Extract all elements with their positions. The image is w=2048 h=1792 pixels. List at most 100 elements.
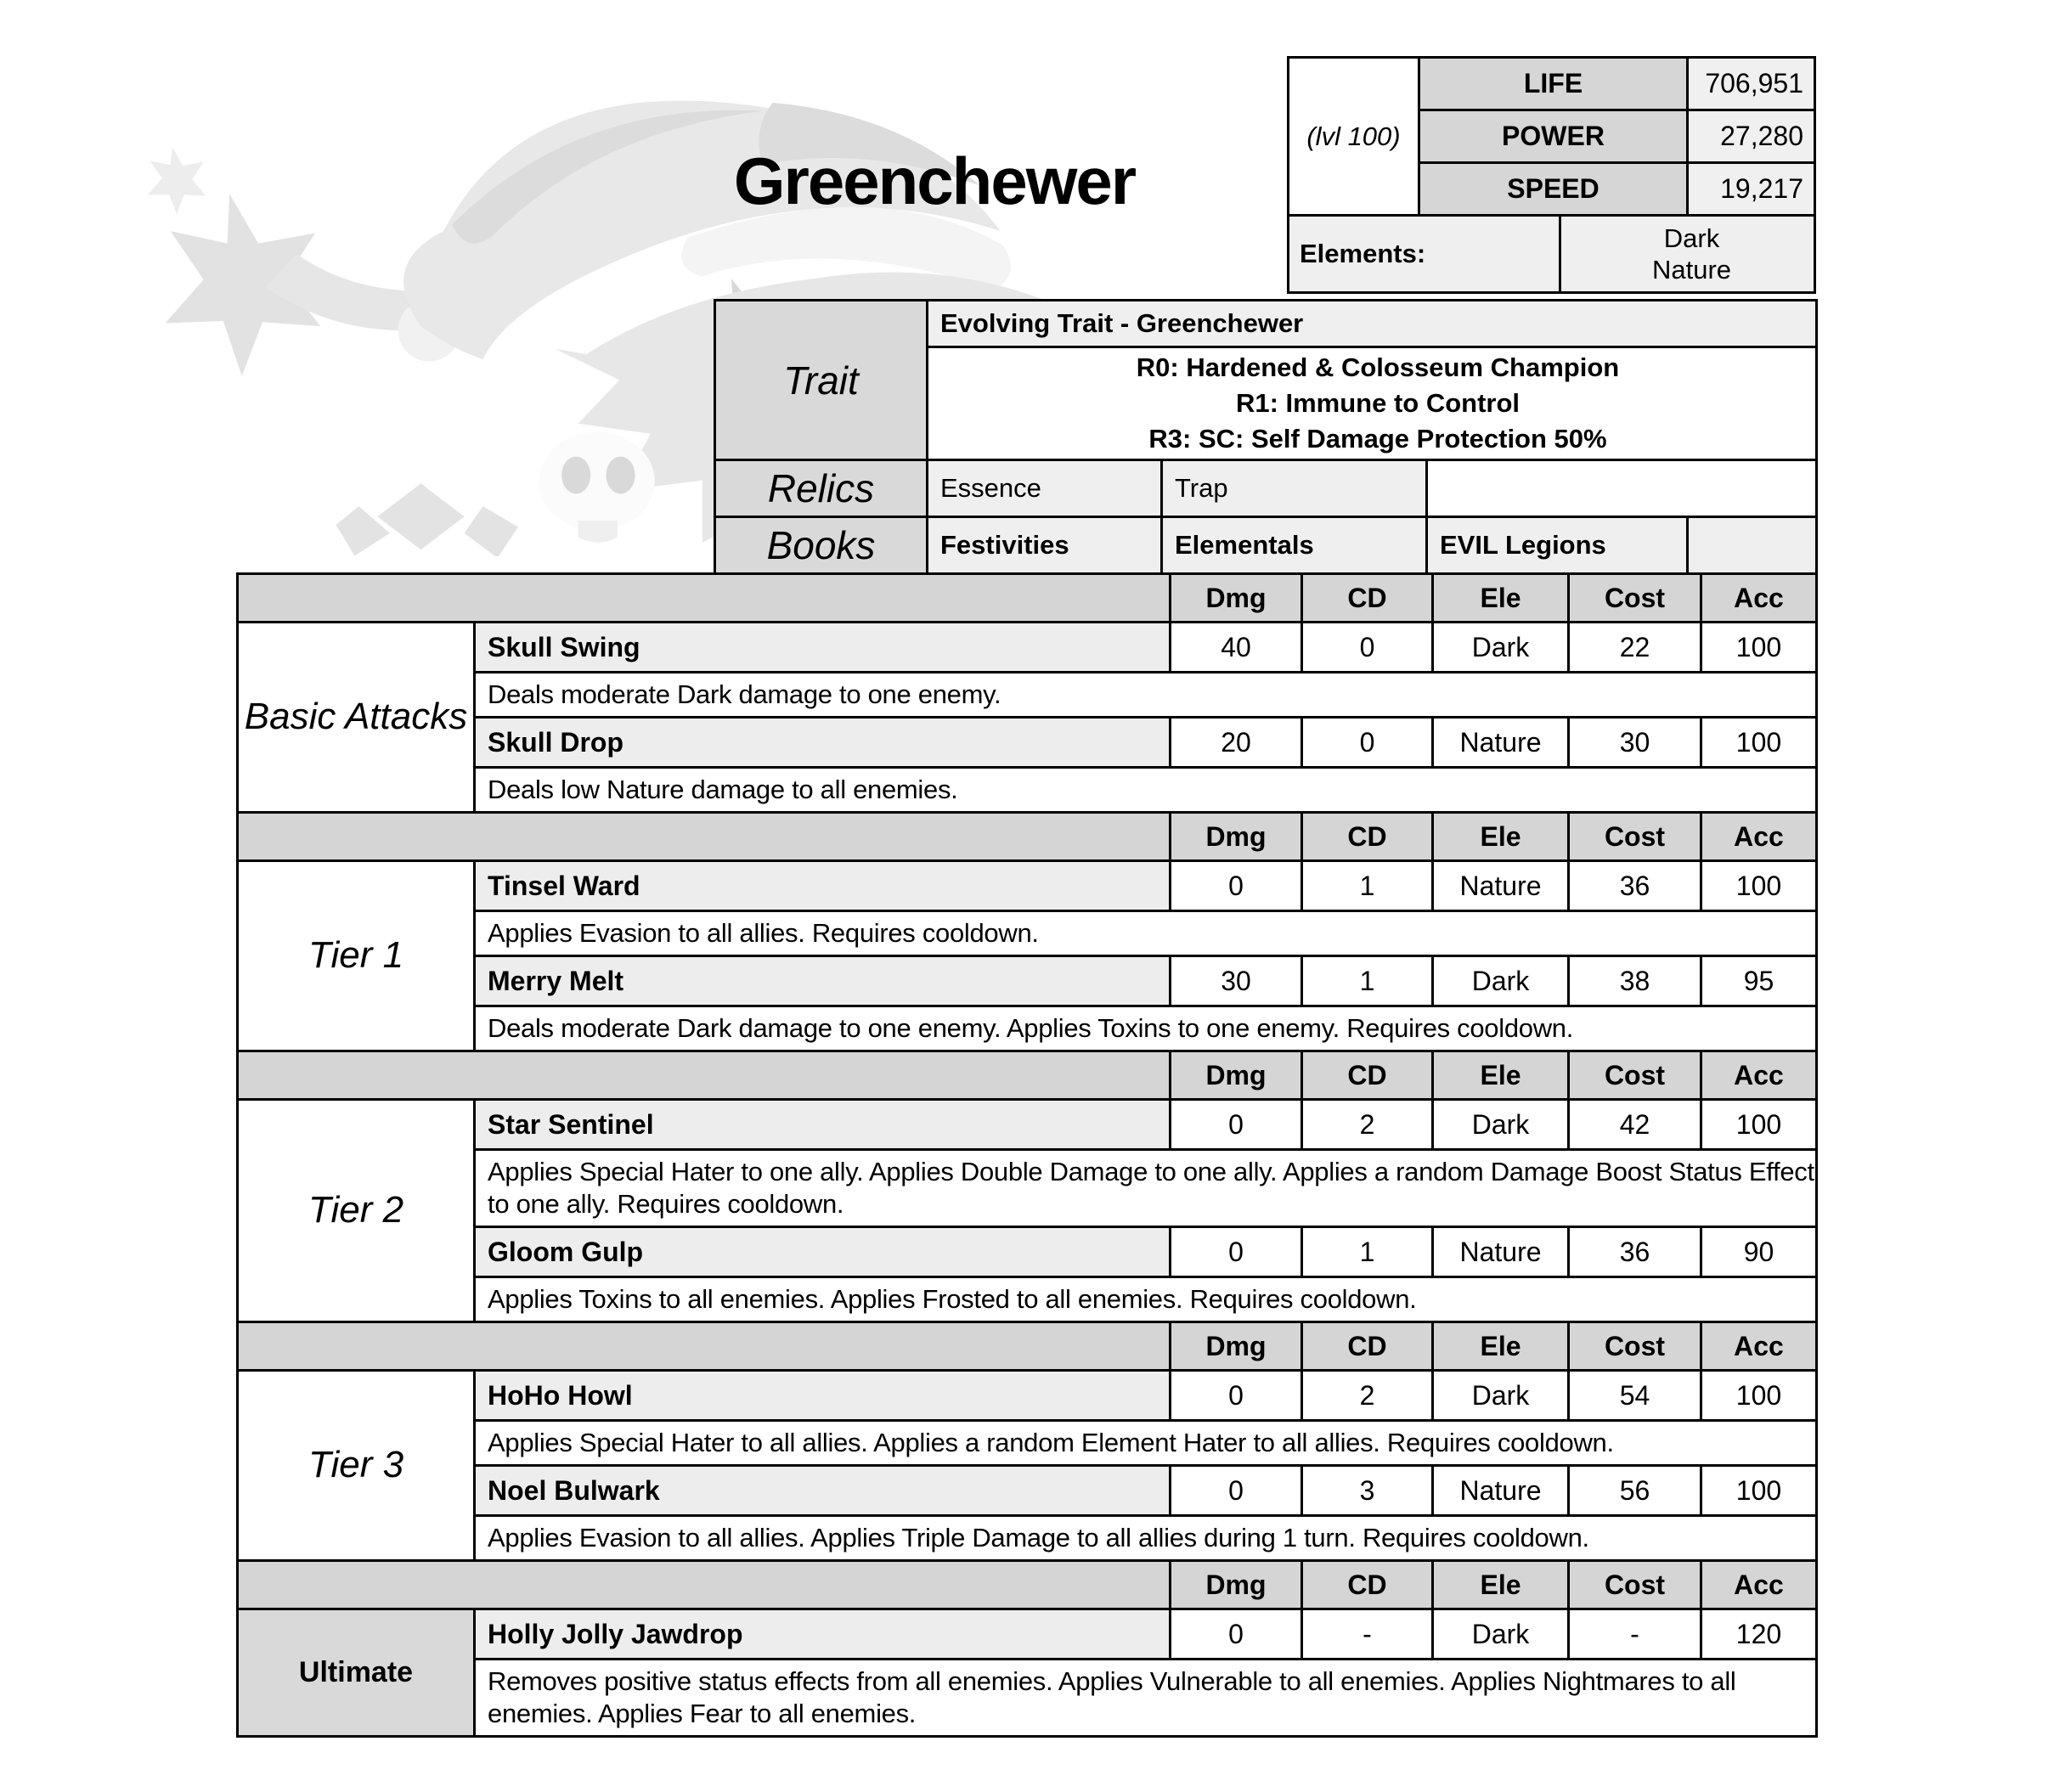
star-icon bbox=[165, 194, 321, 376]
skill-name: Star Sentinel bbox=[476, 1101, 1169, 1148]
skill-dmg: 30 bbox=[1171, 957, 1300, 1005]
skill-dmg: 20 bbox=[1171, 718, 1300, 766]
skill-cd: 0 bbox=[1303, 623, 1431, 671]
column-header-cd: CD bbox=[1303, 1323, 1431, 1369]
section-label-tier-1: Tier 1 bbox=[239, 862, 473, 1050]
elements-label: Elements: bbox=[1289, 217, 1559, 291]
skill-cd: 1 bbox=[1303, 957, 1431, 1005]
column-header-cd: CD bbox=[1303, 575, 1431, 621]
trait-title: Evolving Trait - Greenchewer bbox=[928, 301, 1815, 346]
column-header-cd: CD bbox=[1303, 1052, 1431, 1098]
skill-description: Removes positive status effects from all… bbox=[476, 1660, 1815, 1735]
book-item: Festivities bbox=[928, 518, 1160, 572]
column-header-cd: CD bbox=[1303, 1562, 1431, 1608]
skill-dmg: 0 bbox=[1171, 1372, 1300, 1419]
skill-description: Applies Toxins to all enemies. Applies F… bbox=[476, 1278, 1815, 1321]
skill-cost: 56 bbox=[1570, 1467, 1700, 1514]
column-header-acc: Acc bbox=[1702, 1052, 1815, 1098]
sparkle-icon bbox=[147, 147, 206, 215]
relics-row: Relics Essence Trap bbox=[714, 459, 1818, 518]
skill-ele: Nature bbox=[1434, 1228, 1567, 1276]
column-header-cost: Cost bbox=[1570, 1052, 1700, 1098]
book-item: EVIL Legions bbox=[1428, 518, 1686, 572]
trait-rank-line: R0: Hardened & Colosseum Champion bbox=[1136, 352, 1620, 382]
skill-cost: - bbox=[1570, 1610, 1700, 1658]
column-header-ele: Ele bbox=[1434, 1562, 1567, 1608]
skill-cost: 36 bbox=[1570, 1228, 1700, 1276]
trait-rank-line: R1: Immune to Control bbox=[1235, 388, 1520, 418]
section-label-basic-attacks: Basic Attacks bbox=[239, 623, 473, 811]
column-header-ele: Ele bbox=[1434, 1323, 1567, 1369]
skill-dmg: 0 bbox=[1171, 862, 1300, 910]
level-note: (lvl 100) bbox=[1289, 59, 1418, 214]
skill-name: HoHo Howl bbox=[476, 1372, 1169, 1419]
column-header-cost: Cost bbox=[1570, 814, 1700, 859]
column-header-ele: Ele bbox=[1434, 814, 1567, 859]
skill-name: Gloom Gulp bbox=[476, 1228, 1169, 1276]
skill-acc: 100 bbox=[1702, 1372, 1815, 1419]
column-header-acc: Acc bbox=[1702, 1562, 1815, 1608]
skill-name: Skull Swing bbox=[476, 623, 1169, 671]
column-header-ele: Ele bbox=[1434, 1052, 1567, 1098]
header-spacer bbox=[239, 814, 1169, 859]
skill-acc: 120 bbox=[1702, 1610, 1815, 1658]
skill-acc: 100 bbox=[1702, 1467, 1815, 1514]
elements-row: Elements: Dark Nature bbox=[1287, 214, 1816, 294]
page-title: Greenchewer bbox=[733, 144, 1137, 218]
skill-description: Applies Evasion to all allies. Requires … bbox=[476, 912, 1815, 955]
stats-table: (lvl 100) LIFE 706,951 POWER 27,280 SPEE… bbox=[1287, 56, 1816, 217]
relic-item: Trap bbox=[1163, 461, 1425, 516]
skill-dmg: 0 bbox=[1171, 1101, 1300, 1148]
stat-value-speed: 19,217 bbox=[1689, 164, 1814, 214]
skill-cd: 2 bbox=[1303, 1101, 1431, 1148]
skill-ele: Nature bbox=[1434, 718, 1567, 766]
skill-cost: 38 bbox=[1570, 957, 1700, 1005]
books-row: Books Festivities Elementals EVIL Legion… bbox=[714, 516, 1818, 575]
skill-description: Deals moderate Dark damage to one enemy.… bbox=[476, 1007, 1815, 1050]
skill-acc: 90 bbox=[1702, 1228, 1815, 1276]
trait-block: Trait Evolving Trait - Greenchewer R0: H… bbox=[714, 299, 1818, 461]
column-header-dmg: Dmg bbox=[1171, 814, 1300, 859]
skill-cd: - bbox=[1303, 1610, 1431, 1658]
skill-name: Holly Jolly Jawdrop bbox=[476, 1610, 1169, 1658]
skill-cd: 0 bbox=[1303, 718, 1431, 766]
skill-acc: 95 bbox=[1702, 957, 1815, 1005]
skill-cost: 54 bbox=[1570, 1372, 1700, 1419]
skill-acc: 100 bbox=[1702, 623, 1815, 671]
column-header-acc: Acc bbox=[1702, 1323, 1815, 1369]
stat-label-power: POWER bbox=[1420, 111, 1686, 161]
element-values: Dark Nature bbox=[1561, 217, 1814, 291]
section-label-tier-2: Tier 2 bbox=[239, 1101, 473, 1321]
column-header-acc: Acc bbox=[1702, 814, 1815, 859]
relic-empty-cell bbox=[1428, 461, 1815, 516]
skill-cost: 22 bbox=[1570, 623, 1700, 671]
column-header-dmg: Dmg bbox=[1171, 575, 1300, 621]
skill-description: Deals low Nature damage to all enemies. bbox=[476, 769, 1815, 811]
element-nature: Nature bbox=[1651, 255, 1732, 285]
skill-dmg: 0 bbox=[1171, 1610, 1300, 1658]
skill-cd: 1 bbox=[1303, 862, 1431, 910]
skill-cost: 30 bbox=[1570, 718, 1700, 766]
column-header-dmg: Dmg bbox=[1171, 1052, 1300, 1098]
column-header-dmg: Dmg bbox=[1171, 1562, 1300, 1608]
skill-description: Applies Special Hater to all allies. App… bbox=[476, 1422, 1815, 1464]
trait-section-label: Trait bbox=[716, 301, 926, 459]
book-empty-cell bbox=[1689, 518, 1815, 572]
skill-table: Dmg CD Ele Cost Acc Basic Attacks Skull … bbox=[236, 572, 1818, 1738]
column-header-dmg: Dmg bbox=[1171, 1323, 1300, 1369]
skill-acc: 100 bbox=[1702, 862, 1815, 910]
trait-ranks: R0: Hardened & Colosseum Champion R1: Im… bbox=[928, 348, 1815, 459]
relic-item: Essence bbox=[928, 461, 1160, 516]
relics-section-label: Relics bbox=[716, 461, 926, 516]
skill-ele: Dark bbox=[1434, 1101, 1567, 1148]
skill-description: Deals moderate Dark damage to one enemy. bbox=[476, 673, 1815, 716]
skill-cost: 42 bbox=[1570, 1101, 1700, 1148]
skill-ele: Dark bbox=[1434, 623, 1567, 671]
skill-ele: Dark bbox=[1434, 957, 1567, 1005]
header-spacer bbox=[239, 1052, 1169, 1098]
header-spacer bbox=[239, 575, 1169, 621]
skill-acc: 100 bbox=[1702, 718, 1815, 766]
skill-name: Merry Melt bbox=[476, 957, 1169, 1005]
skill-ele: Dark bbox=[1434, 1372, 1567, 1419]
